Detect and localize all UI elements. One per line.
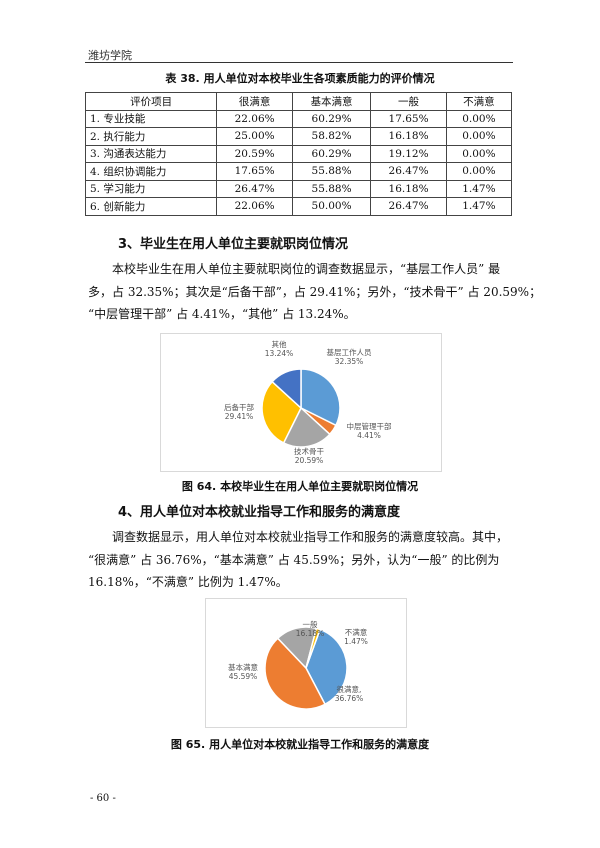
table-row: 6. 创新能力 22.06% 50.00% 26.47% 1.47% — [84, 197, 513, 216]
figure-caption-65: 图 65. 用人单位对本校就业指导工作和服务的满意度 — [170, 738, 430, 751]
pie-chart — [261, 368, 341, 448]
table-cell: 55.88% — [291, 179, 372, 198]
section-heading-4: 4、用人单位对本校就业指导工作和服务的满意度 — [118, 505, 401, 520]
table-cell: 26.47% — [370, 197, 447, 216]
slice-label: 其他 13.24% — [264, 340, 294, 358]
table-row: 4. 组织协调能力 17.65% 55.88% 26.47% 0.00% — [84, 162, 513, 181]
table-cell: 16.18% — [370, 179, 447, 198]
slice-label: 技术骨干 20.59% — [294, 447, 324, 465]
table-caption: 表 38. 用人单位对本校毕业生各项素质能力的评价情况 — [165, 72, 435, 85]
table-cell: 0.00% — [445, 162, 513, 181]
table-cell: 0.00% — [445, 109, 513, 128]
slice-label: 基层工作人员 32.35% — [326, 348, 372, 366]
running-header: 潍坊学院 — [88, 49, 132, 62]
column-header: 评价项目 — [84, 92, 218, 111]
section-paragraph-3: 本校毕业生在用人单位主要就职岗位的调查数据显示，“基层工作人员” 最 多，占 3… — [88, 258, 542, 325]
table-row: 1. 专业技能 22.06% 60.29% 17.65% 0.00% — [84, 109, 513, 128]
paragraph-line: “中层管理干部” 占 4.41%，“其他” 占 13.24%。 — [88, 307, 356, 321]
table-cell: 16.18% — [370, 127, 447, 146]
pie-slice — [305, 628, 348, 706]
pie-slice — [305, 627, 321, 669]
table-cell: 26.47% — [216, 179, 293, 198]
pie-slice — [282, 406, 331, 448]
paragraph-line: “很满意” 占 36.76%，“基本满意” 占 45.59%；另外，认为“一般”… — [88, 552, 500, 567]
section-paragraph-4: 调查数据显示，用人单位对本校就业指导工作和服务的满意度较高。其中， “很满意” … — [88, 526, 514, 593]
table-cell: 60.29% — [291, 109, 372, 128]
paragraph-line: 多，占 32.35%；其次是“后备干部”，占 29.41%；另外，“技术骨干” … — [88, 284, 542, 299]
paragraph-line: 本校毕业生在用人单位主要就职岗位的调查数据显示，“基层工作人员” 最 — [112, 262, 501, 276]
table-row: 5. 学习能力 26.47% 55.88% 16.18% 1.47% — [84, 179, 513, 198]
column-header: 一般 — [370, 92, 447, 111]
figure-caption-64: 图 64. 本校毕业生在用人单位主要就职岗位情况 — [181, 480, 419, 493]
slice-label: 一般 16.18% — [295, 620, 325, 638]
paragraph-line: 调查数据显示，用人单位对本校就业指导工作和服务的满意度较高。其中， — [112, 530, 509, 544]
table-cell: 19.12% — [370, 144, 447, 163]
chart-job-positions: 基层工作人员 32.35% 中层管理干部 4.41% 技术骨干 20.59% 后备干部… — [160, 333, 442, 472]
page-number: - 60 - — [90, 793, 116, 804]
section-heading-3: 3、毕业生在用人单位主要就职岗位情况 — [118, 237, 349, 252]
column-header: 不满意 — [445, 92, 513, 111]
table-cell: 26.47% — [370, 162, 447, 181]
table-cell: 17.65% — [370, 109, 447, 128]
table-cell: 50.00% — [291, 197, 372, 216]
column-header: 很满意 — [216, 92, 293, 111]
table-header-row: 评价项目 很满意 基本满意 一般 不满意 — [84, 92, 513, 111]
table-cell: 1.47% — [445, 197, 513, 216]
pie-slice — [300, 368, 341, 427]
table-cell: 6. 创新能力 — [84, 197, 218, 216]
slice-label: 基本满意 45.59% — [228, 663, 258, 681]
slice-label: 不满意 1.47% — [344, 628, 368, 646]
pie-slice — [261, 380, 302, 444]
table-cell: 2. 执行能力 — [84, 127, 218, 146]
evaluation-table: 评价项目 很满意 基本满意 一般 不满意 1. 专业技能 22.06% 60.29% 17.6… — [84, 92, 513, 216]
table-cell: 17.65% — [216, 162, 293, 181]
table-cell: 20.59% — [216, 144, 293, 163]
pie-slice — [264, 637, 327, 710]
header-divider — [85, 62, 513, 63]
table-cell: 0.00% — [445, 127, 513, 146]
table-cell: 22.06% — [216, 109, 293, 128]
slice-label: 很满意, 36.76% — [334, 685, 364, 703]
table-row: 3. 沟通表达能力 20.59% 60.29% 19.12% 0.00% — [84, 144, 513, 163]
table-cell: 0.00% — [445, 144, 513, 163]
table-cell: 5. 学习能力 — [84, 179, 218, 198]
table-cell: 1.47% — [445, 179, 513, 198]
table-cell: 22.06% — [216, 197, 293, 216]
pie-slice — [271, 368, 302, 410]
slice-label: 中层管理干部 4.41% — [346, 422, 392, 440]
slice-label: 后备干部 29.41% — [224, 403, 254, 421]
table-cell: 55.88% — [291, 162, 372, 181]
column-header: 基本满意 — [291, 92, 372, 111]
table-cell: 25.00% — [216, 127, 293, 146]
table-row: 2. 执行能力 25.00% 58.82% 16.18% 0.00% — [84, 127, 513, 146]
table-cell: 4. 组织协调能力 — [84, 162, 218, 181]
pie-chart — [264, 626, 348, 710]
paragraph-line: 16.18%，“不满意” 比例为 1.47%。 — [88, 575, 288, 589]
chart-satisfaction: 很满意, 36.76% 基本满意 45.59% 一般 16.18% 不满意 1.47% — [205, 598, 407, 728]
table-cell: 3. 沟通表达能力 — [84, 144, 218, 163]
table-cell: 58.82% — [291, 127, 372, 146]
table-cell: 1. 专业技能 — [84, 109, 218, 128]
table-cell: 60.29% — [291, 144, 372, 163]
